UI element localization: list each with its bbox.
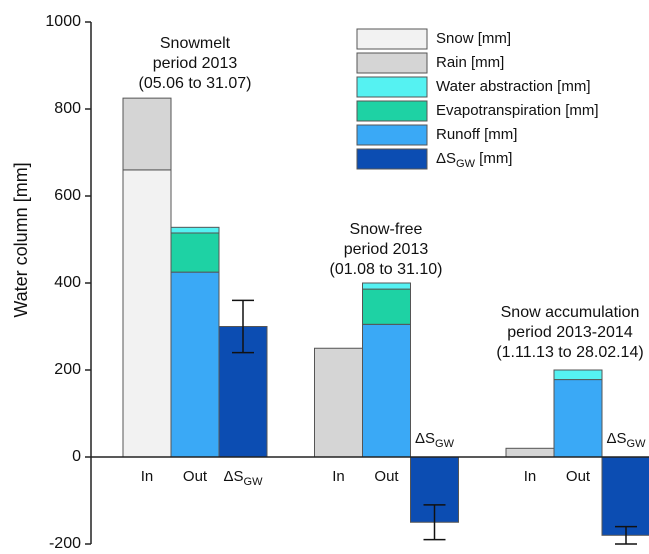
x-tick-label-part: GW	[627, 438, 647, 450]
period-annotation: period 2013	[153, 55, 238, 72]
legend-label: Snow [mm]	[436, 30, 511, 47]
bar	[505, 447, 555, 458]
y-axis-label: Water column [mm]	[11, 162, 31, 317]
legend-swatch	[356, 28, 428, 50]
x-tick-label: ΔSGW	[607, 430, 647, 450]
period-annotation: (1.11.13 to 28.02.14)	[496, 344, 643, 361]
legend-label-part: [mm]	[475, 150, 513, 167]
legend-swatch	[356, 124, 428, 146]
x-tick-label-part: ΔS	[607, 430, 627, 447]
bar	[362, 288, 411, 325]
legend-swatch	[356, 76, 428, 98]
period-annotation: Snowmelt	[160, 35, 231, 52]
bar	[170, 271, 220, 458]
bar	[170, 226, 220, 234]
x-tick-label: In	[332, 468, 345, 485]
error-bar	[615, 525, 637, 545]
x-tick-label: Out	[566, 468, 591, 485]
x-tick-label: ΔSGW	[415, 430, 455, 450]
x-tick-label: Out	[374, 468, 399, 485]
legend-label: Rain [mm]	[436, 54, 504, 71]
period-annotation: Snow accumulation	[501, 304, 640, 321]
period-annotation: period 2013	[344, 241, 429, 258]
legend-label: Runoff [mm]	[436, 126, 517, 143]
y-tick-label: 600	[54, 187, 81, 204]
y-tick-label: 800	[54, 100, 81, 117]
x-tick-label-part: ΔS	[224, 468, 244, 485]
bar	[314, 347, 363, 458]
x-tick-label-part: ΔS	[415, 430, 435, 447]
legend-label-part: ΔS	[436, 150, 456, 167]
legend-swatch	[356, 52, 428, 74]
y-tick-label: 0	[72, 448, 81, 465]
legend-label: ΔSGW [mm]	[436, 150, 512, 170]
legend-label: Water abstraction [mm]	[436, 78, 590, 95]
period-annotation: period 2013-2014	[507, 324, 633, 341]
bar	[122, 97, 172, 171]
y-tick-label: 400	[54, 274, 81, 291]
y-tick-label: 200	[54, 361, 81, 378]
bar	[362, 282, 411, 290]
x-tick-label: In	[524, 468, 537, 485]
bar	[553, 379, 603, 458]
legend-label-part: GW	[456, 158, 476, 170]
period-annotation: (05.06 to 31.07)	[139, 75, 252, 92]
error-bar	[232, 299, 254, 354]
x-tick-label: In	[141, 468, 154, 485]
bar	[170, 232, 220, 273]
x-tick-label: Out	[183, 468, 208, 485]
bar	[362, 323, 411, 458]
period-annotation: Snow-free	[350, 221, 423, 238]
legend-swatch	[356, 100, 428, 122]
y-tick-label: -200	[49, 535, 81, 552]
y-tick-label: 1000	[45, 13, 81, 30]
bar	[601, 456, 649, 536]
x-tick-label-part: GW	[244, 476, 264, 488]
legend-swatch	[356, 148, 428, 170]
period-annotation: (01.08 to 31.10)	[330, 261, 443, 278]
error-bar	[423, 504, 446, 541]
x-tick-label: ΔSGW	[224, 468, 264, 488]
bar	[553, 369, 603, 381]
x-tick-label-part: GW	[435, 438, 455, 450]
legend-label: Evapotranspiration [mm]	[436, 102, 599, 119]
bar	[122, 169, 172, 458]
